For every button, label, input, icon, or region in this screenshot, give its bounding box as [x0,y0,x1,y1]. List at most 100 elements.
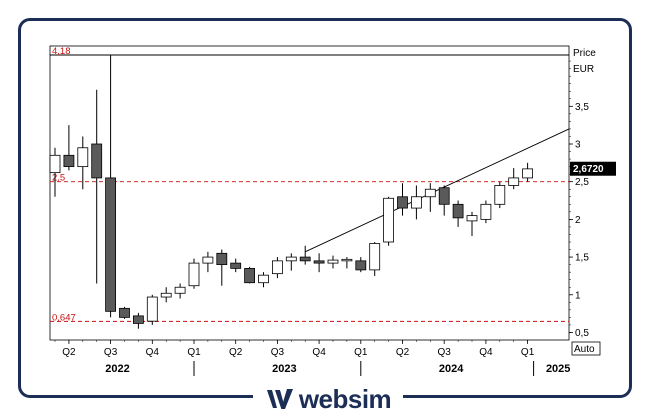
candle-body-up [160,292,172,298]
candle [119,306,130,319]
y-tick-label: 2 [575,215,581,226]
candle [188,258,200,289]
candle [77,136,89,190]
candle-body-up [285,256,297,262]
candle-body-up [202,256,214,264]
candle [271,257,283,279]
y-tick-label: 1 [575,290,581,301]
candle [341,257,353,269]
x-tick-label: Q4 [479,347,493,358]
candle-body-down [133,315,144,324]
candle-body-up [494,185,506,205]
plot-area [49,45,570,341]
candle [494,181,506,209]
x-tick-label: Q2 [229,347,243,358]
candle [383,196,395,246]
x-tick-label: Q2 [396,347,410,358]
candle [174,283,186,299]
candle [313,253,325,273]
brand-name: websim [298,383,392,414]
candle-body-up [327,259,339,264]
year-label: 2024 [439,363,464,375]
candle [369,242,381,276]
reference-line-label: 4,18 [52,46,71,57]
last-price-badge [570,161,616,176]
candle [355,257,367,273]
last-price-label: 2,6720 [573,164,604,175]
candle-body-up [508,177,520,186]
candle-body-up [369,243,381,271]
candle [466,211,478,236]
x-tick-label: Q2 [62,347,76,358]
candle [49,147,61,197]
candle [522,162,534,182]
auto-scale-label[interactable]: Auto [574,344,595,355]
candle [160,287,172,303]
year-label: 2023 [272,363,296,375]
candle [397,183,408,216]
brand-logo: websim [253,384,403,414]
candle-body-down [244,267,256,284]
price-axis-title: Price [573,48,596,59]
year-label: 2022 [105,363,129,375]
candle-body-down [355,260,367,271]
candle-body-up [466,215,478,222]
axis-layer: 0,5 1 1,5 2 2,5 3 3,5 Q2 Q3 Q4 Q1 Q2 Q3 Q4 Q1 Q2 Q3 Q4 Q1 2… [54,60,589,376]
y-tick-label: 3,5 [575,102,589,113]
candle [508,168,520,190]
x-tick-label: Q4 [312,347,326,358]
candle-body-down [91,143,103,179]
candle-layer [49,55,534,329]
candle [230,258,242,273]
x-tick-label: Q3 [104,347,118,358]
candle-body-down [299,256,311,262]
candle [216,249,228,286]
candle [91,89,103,284]
x-tick-label: Q1 [521,347,535,358]
candle [146,294,158,325]
y-tick-label: 3 [575,140,581,151]
candle-body-down [438,187,450,205]
x-tick-label: Q3 [271,347,285,358]
candle-body-up [424,188,436,198]
candle-body-up [174,286,186,294]
candle [327,255,339,269]
x-tick-label: Q3 [438,347,452,358]
candle-body-up [77,147,89,168]
candle-body-down [313,260,325,264]
candle [244,266,256,284]
candle-body-up [341,258,353,262]
y-tick-label: 2,5 [575,177,589,188]
y-tick-label: 0,5 [575,328,589,339]
candle [452,200,464,227]
candle-body-up [258,274,269,284]
reference-line-label: 2,5 [52,173,65,184]
candle-body-up [410,196,422,209]
chart-frame: 4,18 2,5 0,647 0,5 1 1,5 2 2,5 3 3,5 Q2 Q3 Q4 Q1 Q2 Q3… [18,18,632,398]
candle-body-up [188,262,200,287]
candle [202,251,214,273]
currency-label: EUR [573,64,594,75]
candle [105,55,116,318]
candle [258,272,269,288]
candle [424,183,436,212]
candle-body-up [146,296,158,322]
candle-body-up [49,154,61,174]
x-tick-label: Q1 [354,347,368,358]
candle-body-down [397,196,408,209]
candle [438,185,450,216]
candle [299,245,311,265]
x-tick-label: Q4 [146,347,160,358]
trendline [305,128,570,253]
x-tick-label: Q1 [187,347,201,358]
year-label: 2025 [546,363,570,375]
candle-body-up [383,197,395,243]
candle-body-down [216,252,228,266]
candle-body-down [63,154,75,168]
candle-body-up [480,203,492,220]
candle [285,253,297,271]
auto-scale-button[interactable] [571,341,601,356]
candle [133,312,144,329]
reference-line-label: 0,647 [52,312,76,323]
candle-body-up [522,168,534,179]
